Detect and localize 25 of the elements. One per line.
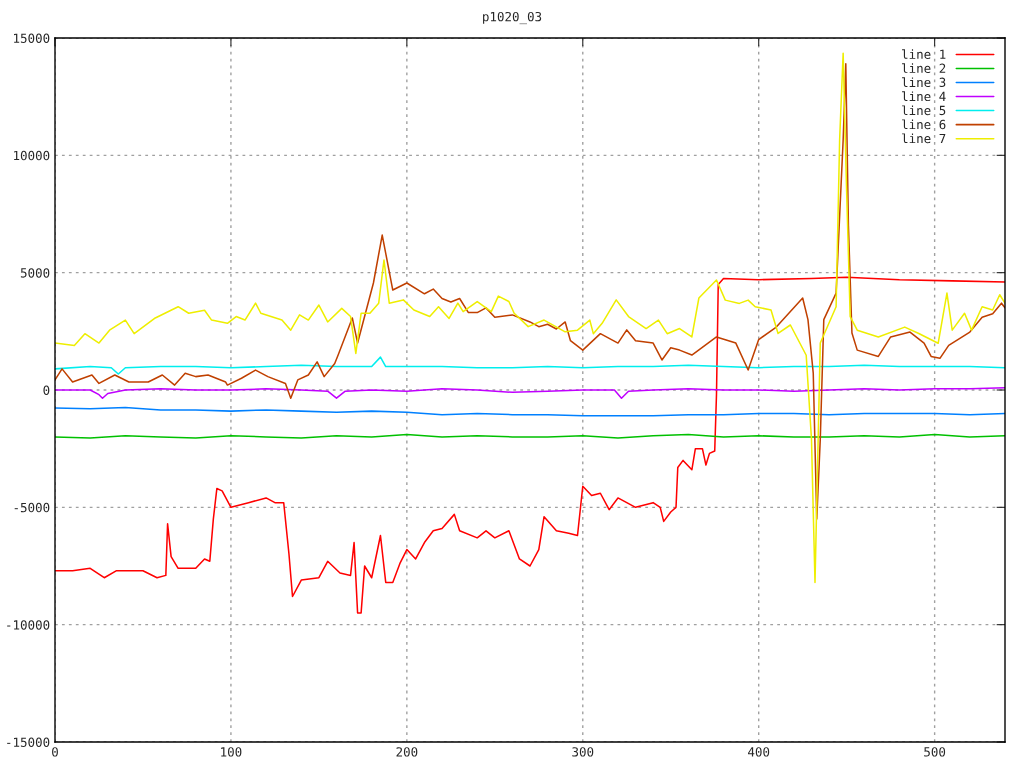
x-tick-label: 200 <box>396 747 418 757</box>
legend-label: line 2 <box>902 63 946 74</box>
y-tick-label: -10000 <box>7 620 50 630</box>
y-tick-label: -15000 <box>7 737 50 747</box>
y-tick-label: -5000 <box>14 502 50 513</box>
legend-label: line 3 <box>902 77 946 88</box>
x-tick-label: 500 <box>924 747 946 757</box>
line-series <box>55 386 1005 399</box>
x-tick-label: 0 <box>52 747 58 757</box>
legend-label: line 5 <box>902 105 946 116</box>
y-tick-label: 10000 <box>14 150 50 161</box>
chart-title: p1020_03 <box>483 11 542 25</box>
x-tick-label: 300 <box>572 747 594 757</box>
line-series <box>55 406 1005 417</box>
y-tick-label: 15000 <box>14 33 50 43</box>
legend-label: line 1 <box>902 49 946 59</box>
legend-label: line 7 <box>902 133 946 144</box>
legend-label: line 4 <box>902 91 946 102</box>
line-series <box>55 276 1005 614</box>
legend-label: line 6 <box>902 119 946 130</box>
line-series <box>55 356 1005 375</box>
y-tick-label: 5000 <box>20 268 50 278</box>
x-tick-label: 100 <box>221 747 242 757</box>
x-tick-label: 400 <box>748 747 770 757</box>
y-tick-label: 0 <box>43 385 50 395</box>
